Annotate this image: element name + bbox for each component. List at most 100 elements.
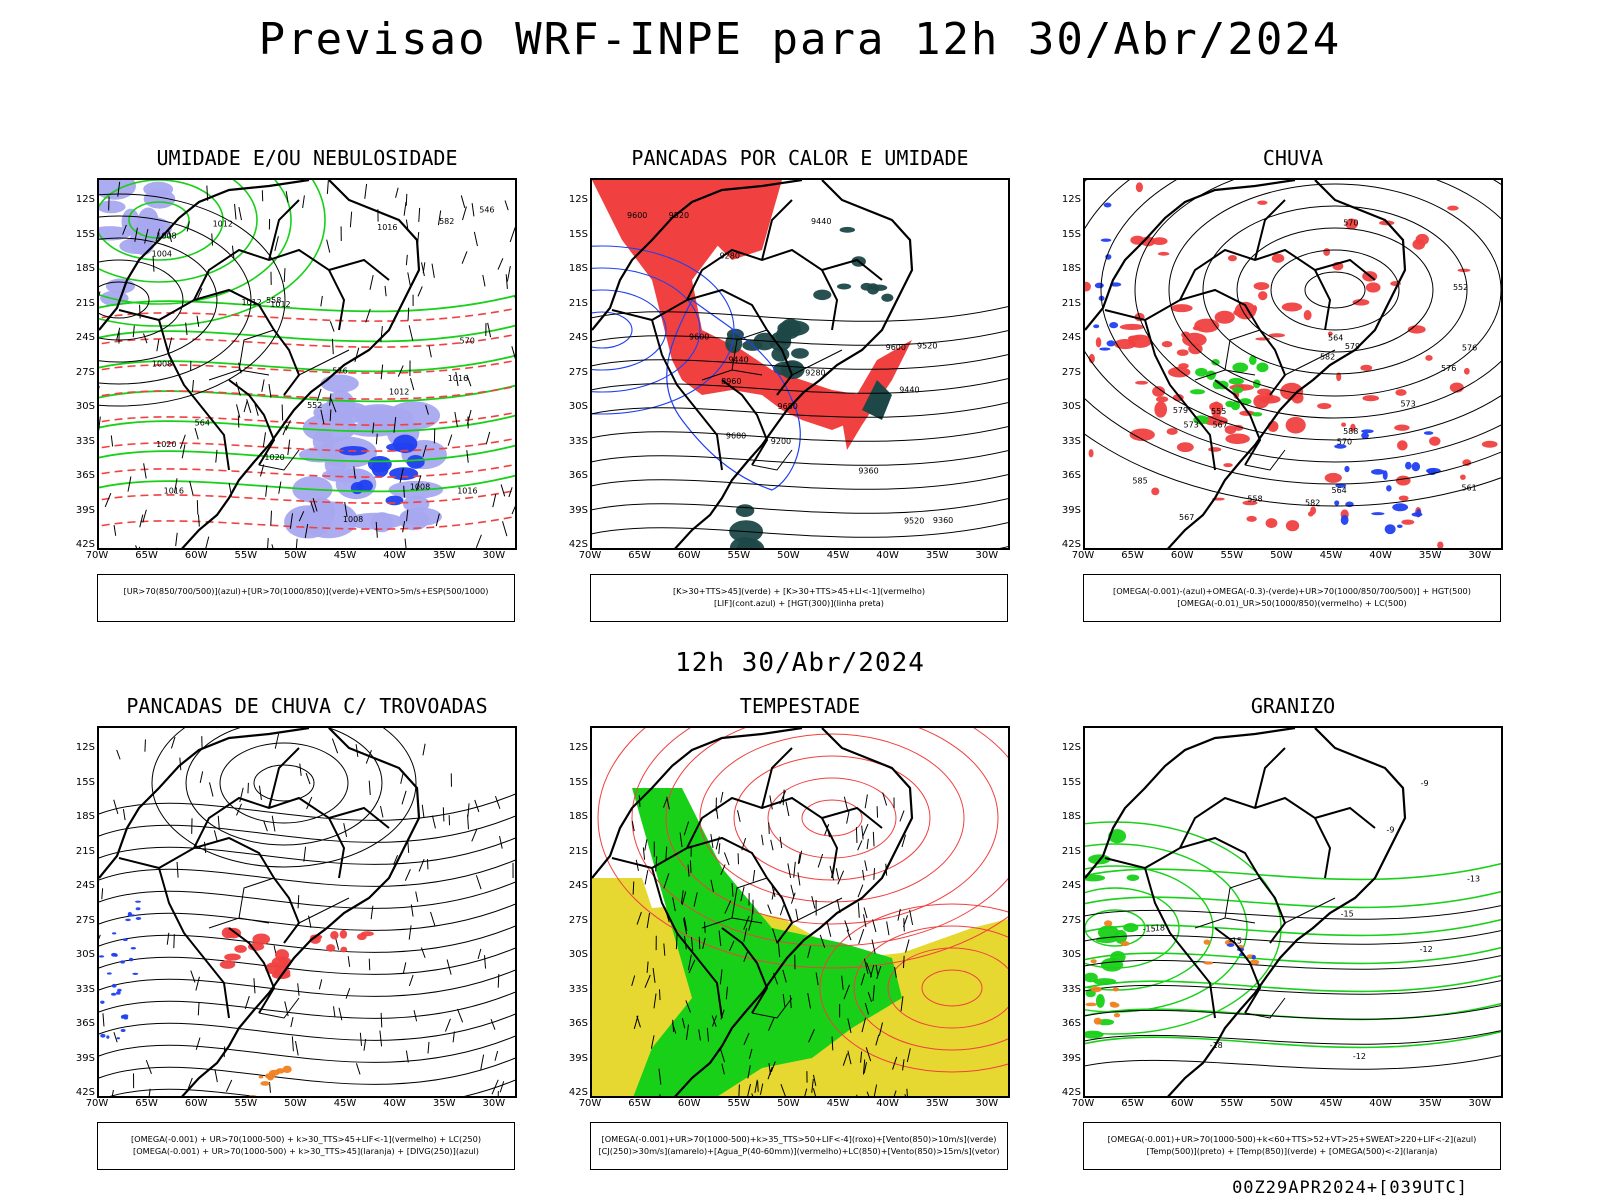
temp-850-contour [1085,972,1098,983]
lat-tick-label: 42S [1061,1087,1081,1098]
wind-vector [817,853,824,868]
wind-vector [644,870,649,885]
wind-arrow [425,404,429,415]
lon-tick-label: 60W [184,1098,208,1109]
divergence-area-blue [106,1035,110,1039]
contour-value-label: 576 [332,366,347,375]
weather-map[interactable]: -15 -12 -9 -15 -18 -13 -15 -18 -9 -12 [1083,726,1503,1098]
weather-map[interactable]: 1012 1016 1016 1012 1012 1008 1020 1016 1012 1008… [97,178,517,550]
wind-arrow [393,417,397,433]
panel-title: CHUVA [1262,146,1324,170]
lat-tick-label: 33S [1061,435,1081,447]
contour-value-label: 582 [1305,498,1320,507]
wind-vector [841,975,844,990]
rain-area-red [1268,333,1286,338]
wind-arrow [139,514,144,528]
wind-vector [857,902,860,918]
weather-map[interactable] [97,726,517,1098]
wind-vector [652,968,656,983]
thunderstorm-area-red [356,933,367,941]
rain-area-red [1437,541,1444,548]
wind-vector [811,1078,814,1093]
lon-tick-label: 65W [135,550,158,561]
wind-vector [743,928,748,942]
rain-area-red [1161,340,1173,348]
wind-vector [682,918,688,935]
contour-value-label: 1012 [270,300,290,309]
contour-value-label: 9600 [689,332,709,341]
wind-arrow [416,475,422,491]
wind-vector [862,869,865,881]
wind-arrow [403,485,405,498]
wind-arrow [422,444,427,458]
divergence-area-blue [117,988,122,992]
streamline [99,1057,515,1085]
rain-area-red [1460,474,1466,480]
wind-arrow [186,221,190,232]
weather-map[interactable]: 588 585 582 579 576 573 570 567 564 561 558 555 552 5… [1083,178,1503,550]
wind-vector [743,915,750,930]
legend-line: [LIF](cont.azul) + [HGT(300)](linha pret… [713,598,885,608]
streamline-arrow [430,911,436,926]
streamline-arrow [345,987,351,999]
thunderstorm-area-red [247,942,265,951]
wind-vector [768,1063,771,1075]
wind-arrow [505,274,508,289]
streamline-arrow [305,772,311,785]
height-contour [592,378,1008,394]
divergence-area-blue [106,972,112,975]
omega-area-orange [1203,961,1214,965]
contour-value-label: 558 [266,296,281,305]
wind-arrow [475,534,482,548]
rain-area-blue [1340,515,1349,525]
wind-arrow [482,274,486,287]
wind-arrow [115,327,121,341]
wind-vector [789,995,792,1009]
contour-value-label: 1016 [377,223,397,232]
wind-arrow [349,211,353,228]
wind-arrow [304,523,309,538]
rain-area-red [1151,237,1168,245]
streamline-arrow [368,958,371,971]
coastline [1085,728,1407,1096]
wind-arrow [353,466,356,479]
contour-value-label: 582 [1320,352,1335,361]
wind-vector [862,914,867,928]
panel-title: UMIDADE E/OU NEBULOSIDADE [156,146,458,170]
streamline-arrow [199,771,204,783]
humidity-area-blue [105,278,136,294]
contour-value-label: -12 [1420,945,1433,954]
lon-axis: 70W 65W 60W 55W 50W 45W 40W 35W 30W [579,1098,1010,1112]
weather-map[interactable]: 9680 9600 9520 9440 9360 9280 9200 8960 9680 9600… [590,178,1010,550]
contour-value-label: -13 [1467,875,1480,884]
wind-vector [725,986,728,1000]
lon-tick-label: 45W [826,550,850,561]
weather-map[interactable] [590,726,1010,1098]
wind-vector [658,1068,662,1085]
rain-area-red [1227,254,1237,262]
wind-arrow [460,195,466,208]
wind-arrow [143,333,148,344]
wind-vector [893,1090,897,1096]
shower-area-orange [260,1081,270,1086]
wind-arrow [243,400,248,413]
wind-arrow [455,371,459,387]
lat-tick-label: 12S [1061,742,1081,753]
streamline-arrow [516,922,517,935]
wind-arrow [511,346,515,360]
wind-vector [710,879,715,893]
wind-arrow [487,322,492,338]
streamline-arrow [116,749,121,760]
wind-vector [882,792,888,806]
rain-area-red [1157,251,1170,256]
heat-shower-area [860,282,873,291]
lat-tick-label: 27S [1061,914,1081,926]
lon-tick-label: 50W [284,1098,307,1109]
wind-arrow [113,525,117,536]
wind-vector [646,961,649,973]
contour-value-label: 9360 [858,467,878,476]
streamline-arrow [359,1032,363,1046]
contour-value-label: 573 [1400,400,1415,409]
streamline-arrow [471,828,478,842]
divergence-area-blue [135,907,141,911]
